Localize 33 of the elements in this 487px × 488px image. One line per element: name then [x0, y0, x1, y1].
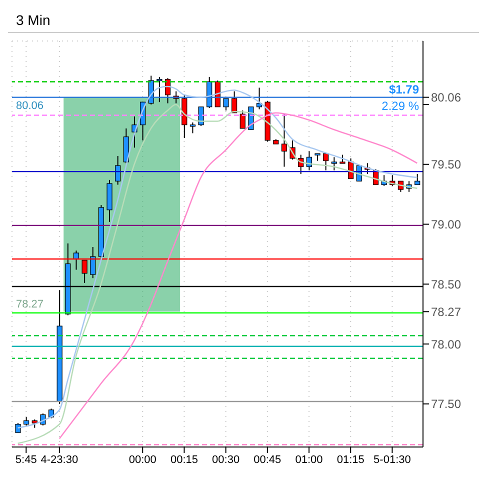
x-tick-label: 00:30: [212, 454, 240, 466]
y-tick-label: 78.00: [431, 337, 462, 352]
x-tick-label: 5-01:30: [374, 454, 411, 466]
y-tick-label: 80.06: [431, 90, 462, 105]
candlestick: [156, 76, 162, 103]
candlestick: [281, 114, 288, 168]
x-tick-label: 5:45: [15, 454, 37, 466]
x-tick-label: 01:00: [295, 454, 323, 466]
annotation: 78.27: [16, 298, 44, 311]
y-tick-label: 77.50: [431, 397, 462, 412]
x-tick-label: 00:45: [254, 454, 282, 466]
candlestick: [414, 173, 420, 186]
candlestick: [90, 246, 96, 279]
candlestick: [73, 250, 80, 270]
x-tick-label: 4-23:30: [40, 454, 78, 466]
y-tick-label: 79.00: [431, 218, 462, 232]
annotation: 80.06: [16, 100, 44, 112]
candlestick: [115, 155, 121, 186]
candlestick: [331, 156, 337, 171]
candlestick: [190, 122, 196, 134]
y-tick-label: 78.27: [431, 304, 462, 319]
candlestick: [223, 98, 229, 111]
y-tick-label: 78.50: [431, 277, 462, 292]
annotation: $1.79: [388, 82, 420, 96]
candlestick: [323, 153, 329, 171]
annotation: 2.29 %: [382, 98, 420, 113]
y-tick-label: 79.50: [431, 158, 462, 172]
candlestick: [240, 110, 246, 129]
x-tick-label: 00:15: [170, 454, 198, 466]
candlestick: [198, 106, 204, 127]
chart-title: 3 Min: [8, 8, 479, 33]
x-tick-label: 00:00: [128, 454, 156, 466]
x-tick-label: 01:15: [336, 454, 364, 466]
